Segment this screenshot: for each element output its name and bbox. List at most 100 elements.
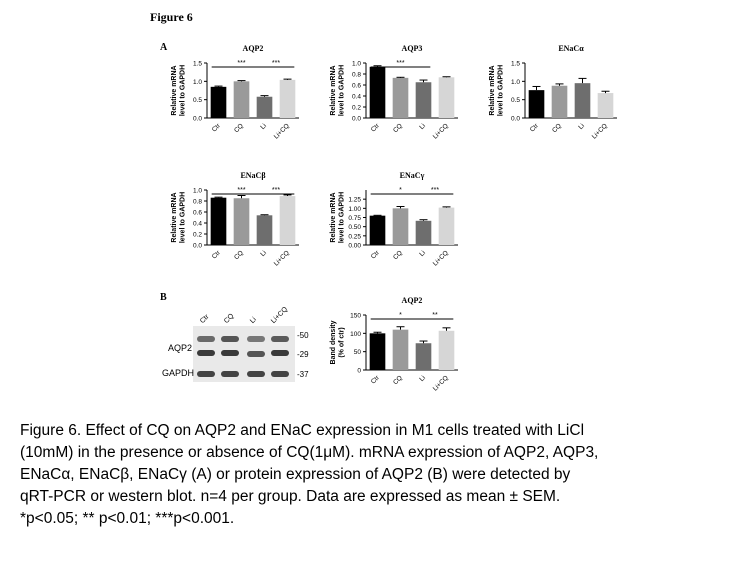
- bar-licq: [438, 77, 455, 118]
- y-axis-label: Relative mRNA level to GAPDH: [489, 65, 505, 116]
- bar-li: [256, 215, 273, 245]
- y-tick-label: 0.0: [193, 243, 202, 250]
- band-gapdh-cq: [221, 371, 239, 377]
- caption-line: Figure 6. Effect of CQ on AQP2 and ENaC …: [20, 422, 585, 439]
- x-tick-label: Ctr: [370, 374, 382, 386]
- y-tick-label: 1.0: [193, 188, 202, 195]
- y-tick-label: 1.25: [348, 197, 361, 204]
- bar-ctr: [210, 86, 227, 118]
- blot-marker-50: -50: [297, 331, 309, 340]
- caption-line: ENaCα, ENaCβ, ENaCγ (A) or protein expre…: [20, 466, 571, 483]
- bar-cq: [233, 81, 250, 118]
- bar-ctr: [528, 90, 545, 118]
- band-aqp2-upper-licq: [271, 336, 289, 342]
- bar-licq: [279, 79, 296, 118]
- blot-marker-29: -29: [297, 350, 309, 359]
- panel-a-label: A: [160, 42, 168, 53]
- band-gapdh-licq: [271, 371, 289, 377]
- y-tick-label: 150: [350, 313, 361, 320]
- bar-li: [574, 83, 591, 118]
- y-axis-label: Relative mRNA level to GAPDH: [330, 65, 346, 116]
- x-tick-label: CQ: [551, 122, 563, 134]
- bar-ctr: [369, 215, 386, 245]
- y-tick-label: 0.8: [352, 72, 361, 79]
- chart-1: AQP3 0.0 0.2 0.4 0.6 0.8 1.0 Relative mRNA level…: [330, 44, 458, 141]
- band-gapdh-ctr: [197, 371, 215, 377]
- x-tick-label: Li+CQ: [273, 122, 291, 140]
- bar-li: [415, 220, 432, 245]
- blot-marker-37: -37: [297, 370, 309, 379]
- band-gapdh-li: [247, 371, 265, 377]
- band-aqp2-ctr: [197, 350, 215, 356]
- chart-2: ENaCα 0.0 0.5 1.0 1.5 Relative mRNA level to G…: [489, 44, 617, 141]
- significance-label: ***: [272, 187, 280, 194]
- x-tick-label: Li: [259, 249, 268, 258]
- x-tick-label: CQ: [233, 249, 245, 261]
- significance-label: **: [432, 312, 438, 319]
- significance-label: ***: [237, 187, 245, 194]
- band-aqp2-cq: [221, 350, 239, 356]
- caption-line: *p<0.05; ** p<0.01; ***p<0.001.: [20, 510, 235, 527]
- x-tick-label: Ctr: [529, 122, 541, 134]
- y-axis-label: Relative mRNA level to GAPDH: [171, 65, 187, 116]
- band-aqp2-li: [247, 351, 265, 357]
- x-tick-label: Li: [418, 374, 427, 383]
- y-tick-label: 0.00: [348, 243, 361, 250]
- x-tick-label: Ctr: [370, 122, 382, 134]
- panel-b-label: B: [160, 292, 167, 303]
- chart-title: AQP2: [243, 44, 264, 53]
- significance-label: ***: [237, 60, 245, 67]
- significance-label: ***: [396, 60, 404, 67]
- bar-cq: [392, 77, 409, 118]
- bar-licq: [597, 93, 614, 118]
- bar-li: [415, 343, 432, 370]
- bar-li: [415, 82, 432, 118]
- x-tick-label: Li: [577, 122, 586, 131]
- bar-cq: [233, 198, 250, 245]
- chart-title: ENaCβ: [240, 171, 265, 180]
- bar-cq: [392, 329, 409, 370]
- band-aqp2-upper-li: [247, 336, 265, 342]
- x-tick-label: CQ: [392, 122, 404, 134]
- y-tick-label: 0.6: [193, 210, 202, 217]
- y-tick-label: 0.8: [193, 199, 202, 206]
- y-axis-label: Band density (% of ctr): [330, 320, 346, 364]
- y-tick-label: 0.0: [193, 116, 202, 123]
- bar-ctr: [369, 333, 386, 370]
- bar-licq: [438, 330, 455, 370]
- x-tick-label: Li+CQ: [591, 122, 609, 140]
- y-tick-label: 0: [357, 368, 361, 375]
- y-tick-label: 1.0: [193, 79, 202, 86]
- chart-title: AQP2: [402, 296, 423, 305]
- x-tick-label: CQ: [392, 249, 404, 261]
- significance-label: ***: [272, 60, 280, 67]
- x-tick-label: Li+CQ: [432, 374, 450, 392]
- x-tick-label: Li: [418, 122, 427, 131]
- y-tick-label: 0.6: [352, 83, 361, 90]
- y-tick-label: 1.00: [348, 206, 361, 213]
- chart-5: AQP2 0 50 100 150 Band density (% of ctr) Ctr CQ…: [330, 296, 458, 393]
- y-tick-label: 0.0: [511, 116, 520, 123]
- y-tick-label: 0.5: [511, 97, 520, 104]
- x-tick-label: CQ: [233, 122, 245, 134]
- x-tick-label: Li+CQ: [273, 249, 291, 267]
- x-tick-label: Li: [418, 249, 427, 258]
- bar-ctr: [210, 197, 227, 245]
- y-tick-label: 0.75: [348, 215, 361, 222]
- y-tick-label: 1.5: [193, 61, 202, 68]
- chart-0: AQP2 0.0 0.5 1.0 1.5 Relative mRNA level to GA…: [171, 44, 299, 141]
- y-tick-label: 0.4: [193, 221, 202, 228]
- x-tick-label: Li+CQ: [432, 249, 450, 267]
- x-tick-label: Ctr: [211, 122, 223, 134]
- y-tick-label: 0.2: [193, 232, 202, 239]
- blot-image: [193, 326, 295, 382]
- caption-line: qRT-PCR or western blot. n=4 per group. …: [20, 488, 561, 505]
- y-tick-label: 100: [350, 331, 361, 338]
- y-tick-label: 0.4: [352, 94, 361, 101]
- caption-line: (10mM) in the presence or absence of CQ(…: [20, 444, 599, 461]
- band-aqp2-upper-cq: [221, 336, 239, 342]
- y-tick-label: 1.0: [352, 61, 361, 68]
- bar-licq: [438, 207, 455, 245]
- blot-row-gapdh: GAPDH: [162, 368, 195, 378]
